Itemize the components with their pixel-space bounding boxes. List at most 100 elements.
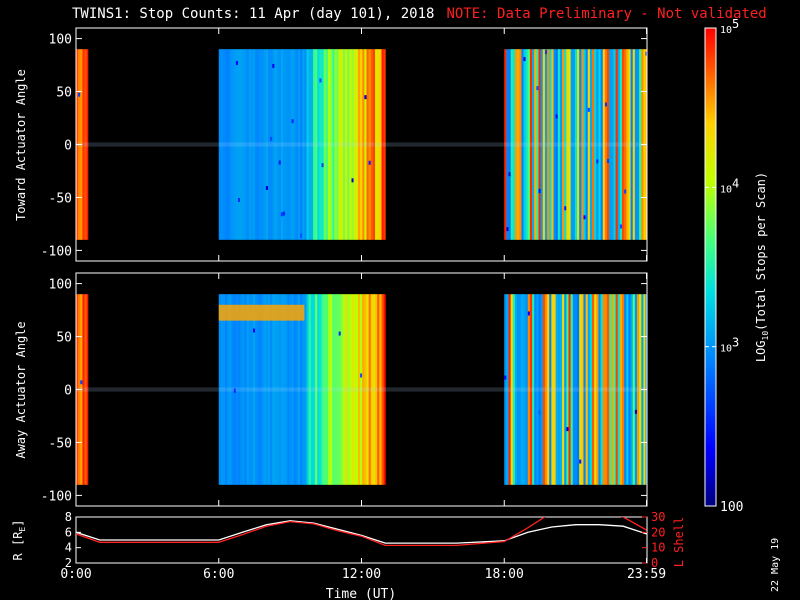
heat-column-0-1 — [351, 49, 355, 240]
heat-column-0-2 — [568, 49, 572, 240]
heat-column-0-1 — [259, 49, 262, 240]
heat-column-0-2 — [604, 49, 608, 240]
heat-column-1-2 — [594, 294, 597, 485]
heat-column-1-2 — [609, 294, 612, 485]
heat-column-0-2 — [512, 49, 516, 240]
heat-column-1-1 — [330, 294, 333, 485]
heat-speck — [338, 331, 341, 336]
orbit-xtick-label: 6:00 — [203, 567, 234, 582]
heat-column-0-1 — [349, 49, 352, 240]
orbit-ytick-left-label: 2 — [65, 556, 72, 570]
heat-column-1-1 — [304, 294, 307, 485]
heat-column-0-1 — [332, 49, 335, 240]
heat-column-0-2 — [600, 49, 604, 240]
heat-column-0-2 — [617, 49, 621, 240]
heat-column-0-1 — [233, 49, 237, 240]
heat-column-1-2 — [626, 294, 629, 485]
heat-speck — [368, 160, 371, 165]
ytick-label: 50 — [56, 331, 72, 346]
heat-speck — [80, 380, 83, 385]
orbit-ytick-left-label: 8 — [65, 510, 72, 524]
heat-column-1-1 — [360, 294, 363, 485]
heat-column-1-2 — [577, 294, 580, 485]
heat-column-0-2 — [542, 49, 546, 240]
heat-speck — [300, 233, 303, 238]
orbit-left-yticks: 24 68 — [65, 510, 81, 570]
heat-column-0-1 — [345, 49, 348, 240]
heat-column-0-1 — [330, 49, 333, 240]
heat-column-0-2 — [579, 49, 582, 240]
heat-column-1-1 — [250, 294, 254, 485]
heat-column-0-2 — [536, 49, 539, 240]
heat-column-0-1 — [308, 49, 312, 240]
r-label: R [R — [11, 531, 25, 561]
heat-column-1-1 — [306, 294, 310, 485]
heat-column-0-2 — [540, 49, 544, 240]
heat-column-0-1 — [278, 49, 282, 240]
heat-column-0-0 — [86, 49, 89, 240]
heat-column-1-2 — [589, 294, 593, 485]
heat-column-1-1 — [334, 294, 337, 485]
heat-column-1-2 — [547, 294, 550, 485]
heat-speck — [604, 102, 608, 107]
heat-column-1-1 — [349, 294, 352, 485]
colorbar-tick-label: 100 — [720, 500, 743, 515]
heat-column-0-2 — [619, 49, 623, 240]
heat-column-1-1 — [293, 294, 297, 485]
away-yticks: 100 50 0 -50 -100 — [41, 278, 647, 504]
heat-speck — [544, 50, 548, 55]
orbit-ytick-right-label: 20 — [651, 525, 665, 539]
heat-column-1-1 — [231, 294, 235, 485]
heat-column-1-2 — [617, 294, 621, 485]
heat-column-1-2 — [538, 294, 542, 485]
heat-column-0-2 — [564, 49, 567, 240]
heat-column-1-1 — [238, 294, 241, 485]
heat-column-0-2 — [585, 49, 589, 240]
heat-column-1-1 — [345, 294, 348, 485]
heat-column-1-1 — [287, 294, 290, 485]
heat-column-1-2 — [570, 294, 574, 485]
heat-column-1-2 — [587, 294, 591, 485]
heat-column-1-2 — [628, 294, 631, 485]
heat-speck — [321, 163, 324, 168]
heat-column-1-1 — [257, 294, 260, 485]
heat-speck — [278, 160, 281, 165]
heat-column-0-2 — [570, 49, 574, 240]
heat-speck — [508, 172, 511, 177]
colorbar-tick-exp: 5 — [732, 17, 739, 31]
toward-ylabel: Toward Actuator Angle — [14, 69, 28, 221]
r-series-line — [76, 520, 647, 544]
heat-column-0-1 — [282, 49, 286, 240]
heat-column-0-2 — [602, 49, 606, 240]
heat-column-1-2 — [559, 294, 563, 485]
away-ylabel: Away Actuator Angle — [14, 321, 28, 458]
heat-speck — [364, 95, 367, 100]
heat-column-1-1 — [366, 294, 370, 485]
heat-column-0-2 — [519, 49, 522, 240]
heat-column-0-2 — [532, 49, 535, 240]
heat-column-0-1 — [302, 49, 305, 240]
heat-column-0-1 — [287, 49, 290, 240]
r-label-end: ] — [11, 520, 25, 527]
colorbar-tick-label: 103 — [720, 336, 739, 355]
heat-column-0-1 — [315, 49, 318, 240]
heat-column-0-1 — [338, 49, 342, 240]
orbit-xticks: 0:00 6:00 12:00 18:00 23:59 — [60, 558, 666, 582]
heat-column-0-1 — [225, 49, 228, 240]
heat-column-0-1 — [285, 49, 288, 240]
heat-column-0-2 — [529, 49, 533, 240]
heat-column-1-1 — [357, 294, 361, 485]
heat-speck — [634, 409, 638, 414]
heat-column-0-1 — [297, 49, 301, 240]
heat-column-0-1 — [372, 49, 376, 240]
heat-column-0-2 — [566, 49, 569, 240]
heat-column-0-1 — [229, 49, 232, 240]
heat-column-0-1 — [244, 49, 247, 240]
heat-column-1-1 — [289, 294, 292, 485]
heat-column-0-1 — [218, 49, 222, 240]
heat-speck — [523, 57, 526, 62]
heat-column-1-2 — [637, 294, 640, 485]
heat-column-1-2 — [564, 294, 567, 485]
heat-column-0-1 — [377, 49, 380, 240]
